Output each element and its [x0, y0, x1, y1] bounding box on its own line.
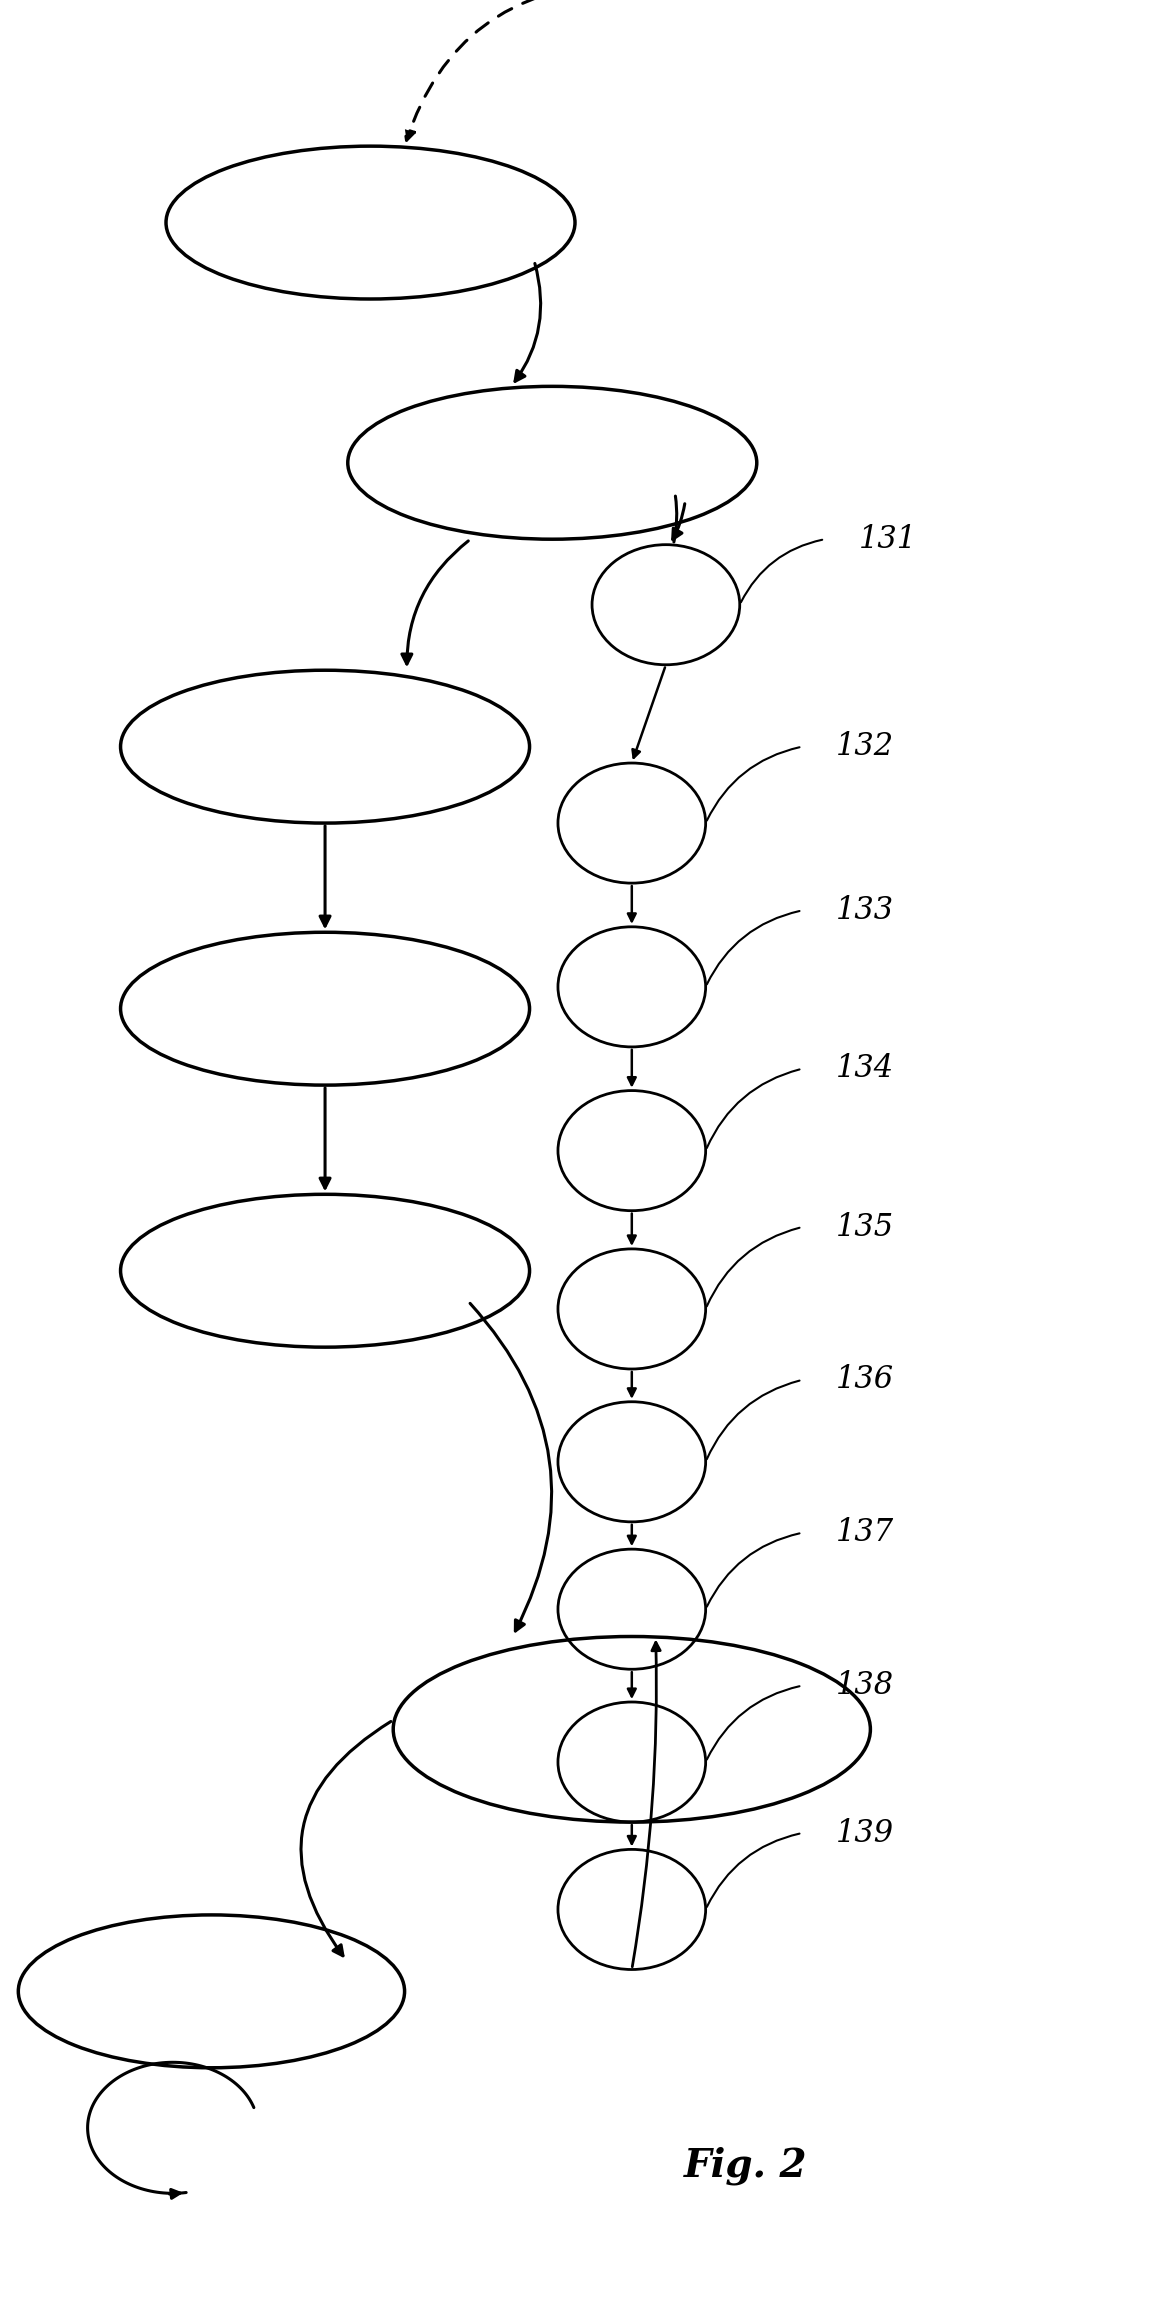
Text: 132: 132: [836, 730, 895, 763]
Text: 133: 133: [836, 894, 895, 926]
Text: 134: 134: [836, 1053, 895, 1085]
Text: 138: 138: [836, 1670, 895, 1700]
Text: 139: 139: [836, 1818, 895, 1848]
Text: 137: 137: [836, 1518, 895, 1548]
Text: 136: 136: [836, 1364, 895, 1396]
Text: 135: 135: [836, 1212, 895, 1242]
Text: 131: 131: [859, 523, 918, 555]
Text: Fig. 2: Fig. 2: [683, 2147, 807, 2184]
